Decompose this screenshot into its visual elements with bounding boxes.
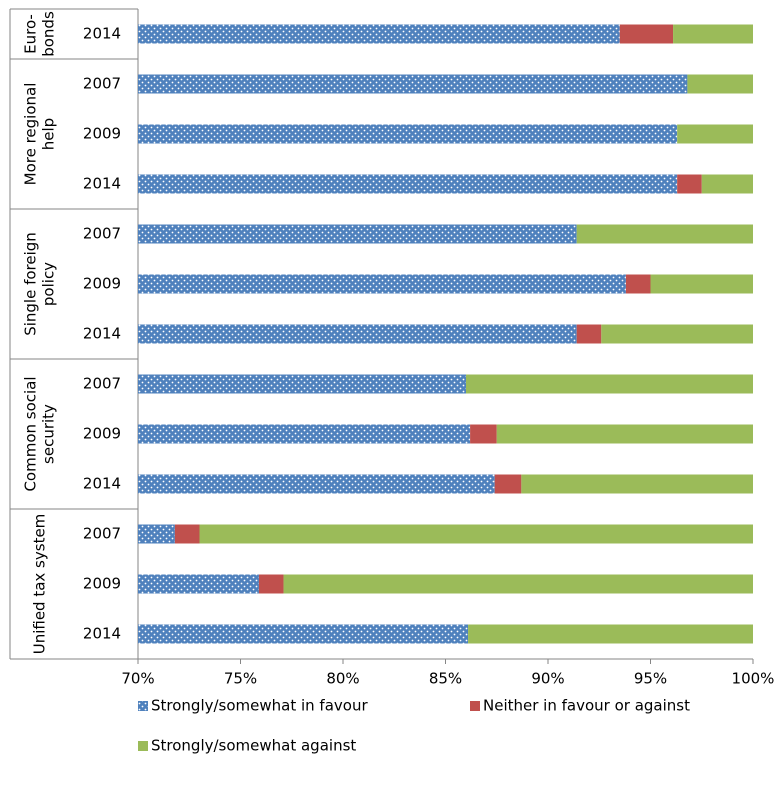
bar-segment (138, 324, 577, 344)
legend-label: Neither in favour or against (483, 697, 690, 715)
bar-segment (625, 274, 651, 294)
bar-segment (138, 24, 620, 44)
group-label: security (40, 404, 58, 464)
category-label: 2014 (83, 25, 121, 43)
bar-segment (138, 574, 259, 594)
bar-segment (138, 174, 678, 194)
bar-segment (138, 124, 678, 144)
bar-segment (174, 524, 200, 544)
category-label: 2014 (83, 325, 121, 343)
bar-segment (138, 224, 577, 244)
bar-segment (601, 324, 753, 344)
bar-segment (138, 274, 626, 294)
group-label: Single foreign (22, 232, 40, 336)
bar-segment (619, 24, 674, 44)
group-label: policy (40, 262, 58, 306)
bar-segment (283, 574, 753, 594)
category-label: 2014 (83, 175, 121, 193)
bar-segment (199, 524, 753, 544)
bar-segment (138, 474, 495, 494)
category-label: 2007 (83, 375, 121, 393)
legend-label: Strongly/somewhat against (151, 737, 356, 755)
category-label: 2009 (83, 575, 121, 593)
x-tick-label: 100% (732, 670, 775, 688)
bars (138, 24, 753, 644)
bar-segment (138, 374, 466, 394)
bar-segment (468, 624, 753, 644)
category-label: 2014 (83, 475, 121, 493)
legend-swatch (138, 741, 148, 751)
group-label: More regional (22, 83, 40, 186)
bar-segment (677, 124, 753, 144)
bar-segment (138, 424, 471, 444)
legend-label: Strongly/somewhat in favour (151, 697, 368, 715)
bar-segment (138, 624, 469, 644)
bar-segment (687, 74, 753, 94)
bar-segment (521, 474, 753, 494)
bar-segment (258, 574, 284, 594)
x-tick-label: 80% (326, 670, 359, 688)
bar-segment (138, 524, 175, 544)
category-label: 2009 (83, 425, 121, 443)
x-tick-label: 95% (634, 670, 667, 688)
x-tick-label: 85% (429, 670, 462, 688)
bar-segment (701, 174, 753, 194)
group-label: Common social (22, 376, 40, 491)
x-tick-label: 90% (531, 670, 564, 688)
category-label: 2009 (83, 275, 121, 293)
bar-segment (494, 474, 522, 494)
bar-segment (673, 24, 753, 44)
bar-segment (576, 324, 602, 344)
category-label: 2007 (83, 525, 121, 543)
category-label: 2014 (83, 625, 121, 643)
x-tick-label: 70% (121, 670, 154, 688)
category-label: 2007 (83, 75, 121, 93)
category-label: 2007 (83, 225, 121, 243)
group-label: bonds (40, 11, 58, 57)
bar-segment (466, 374, 753, 394)
group-label: Euro- (22, 14, 40, 54)
bar-segment (576, 224, 753, 244)
category-label: 2009 (83, 125, 121, 143)
x-tick-label: 75% (224, 670, 257, 688)
legend-swatch (138, 701, 148, 711)
bar-segment (138, 74, 688, 94)
group-label: Unified tax system (31, 514, 49, 655)
group-label: help (40, 118, 58, 150)
legend-swatch (470, 701, 480, 711)
bar-segment (496, 424, 753, 444)
bar-segment (650, 274, 753, 294)
bar-segment (677, 174, 702, 194)
bar-segment (470, 424, 497, 444)
